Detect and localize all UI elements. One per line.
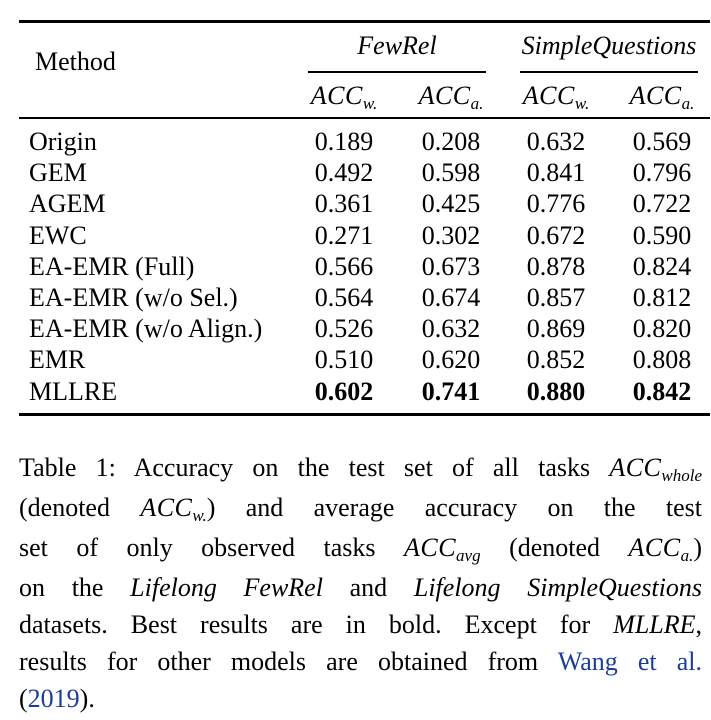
method-cell: EA-EMR (w/o Align.) [29,314,263,344]
value-cell: 0.425 [421,189,481,219]
citation-link-year[interactable]: 2019 [27,684,80,713]
top-rule [19,20,710,23]
value-cell: 0.569 [632,127,692,156]
value-cell: 0.564 [314,283,374,312]
value-cell: 0.820 [632,314,692,344]
value-cell: 0.722 [632,189,692,219]
col-header-sq-whole: ACCw. [522,81,590,113]
value-cell: 0.590 [632,220,692,250]
col-header-fewrel-avg: ACCa. [418,81,484,113]
value-cell: 0.672 [526,220,586,250]
caption-line-5: datasets. Best results are in bold. Exce… [19,610,702,639]
method-cell: GEM [29,158,87,188]
caption-line-3: set of only observed tasks ACCavg (denot… [19,533,702,565]
caption-line-4: on the Lifelong FewRel and Lifelong Simp… [19,573,703,602]
value-cell: 0.673 [421,251,481,281]
value-cell: 0.189 [314,127,374,156]
method-cell: EA-EMR (w/o Sel.) [29,283,238,312]
value-cell: 0.857 [526,283,586,312]
col-header-sq-avg: ACCa. [629,81,695,113]
header-rule [19,117,710,119]
method-cell: AGEM [29,189,106,219]
caption-line-7: (2019). [19,684,95,713]
fewrel-header: FewRel [357,31,437,60]
value-cell: 0.361 [314,189,374,219]
value-cell: 0.812 [632,283,692,312]
value-cell: 0.852 [526,345,586,375]
simplequestions-underline [520,71,698,73]
value-cell: 0.880 [526,376,586,406]
method-cell: EMR [29,345,86,375]
value-cell: 0.492 [314,158,374,188]
results-table: Method FewRel SimpleQuestions ACCw. ACCa… [19,0,710,420]
value-cell: 0.841 [526,158,586,188]
value-cell: 0.510 [314,345,374,375]
method-header: Method [35,47,116,76]
method-cell: EWC [29,220,87,250]
value-cell: 0.566 [314,251,374,281]
fewrel-underline [308,71,486,73]
method-cell: EA-EMR (Full) [29,251,195,281]
caption-line-2: (denoted ACCw.) and average accuracy on … [19,493,702,525]
bottom-rule [19,413,710,416]
table-caption: Table 1: Accuracy on the test set of all… [19,449,702,717]
value-cell: 0.741 [421,376,481,406]
value-cell: 0.632 [526,127,586,156]
value-cell: 0.808 [632,345,692,375]
value-cell: 0.526 [314,314,374,344]
citation-link-authors[interactable]: Wang et al. [557,647,703,676]
value-cell: 0.598 [421,158,481,188]
value-cell: 0.869 [526,314,586,344]
value-cell: 0.824 [632,251,692,281]
value-cell: 0.776 [526,189,586,219]
caption-line-6: results for other models are obtained fr… [19,647,703,676]
value-cell: 0.878 [526,251,586,281]
value-cell: 0.302 [421,220,481,250]
value-cell: 0.602 [314,376,374,406]
simplequestions-header: SimpleQuestions [521,31,697,60]
value-cell: 0.208 [421,127,481,156]
value-cell: 0.632 [421,314,481,344]
method-cell: Origin [29,127,97,156]
value-cell: 0.842 [632,376,692,406]
col-header-fewrel-whole: ACCw. [310,81,378,113]
value-cell: 0.674 [421,283,481,312]
value-cell: 0.796 [632,158,692,188]
caption-line-1: Table 1: Accuracy on the test set of all… [19,453,702,485]
value-cell: 0.271 [314,220,374,250]
method-cell: MLLRE [29,376,118,406]
value-cell: 0.620 [421,345,481,375]
